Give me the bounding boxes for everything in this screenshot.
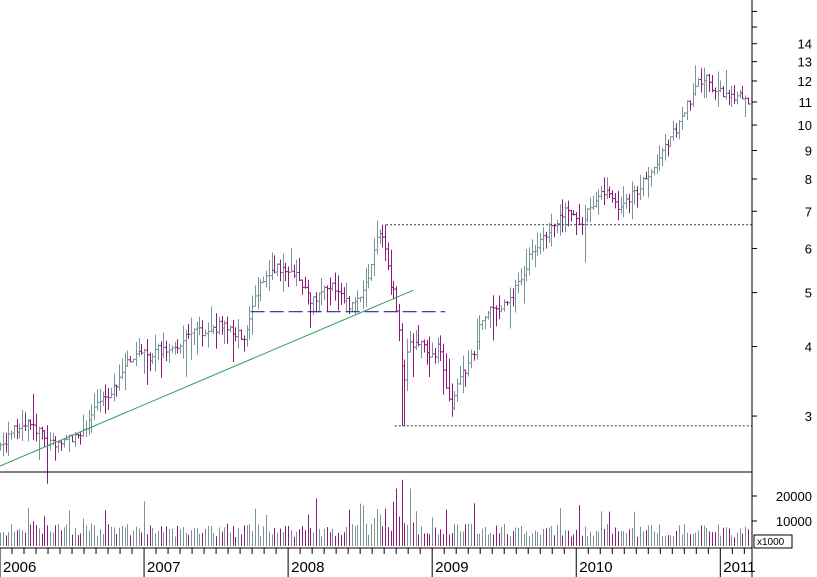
year-label: 2011	[723, 559, 755, 576]
price-tick-label: 4	[805, 340, 812, 355]
year-label: 2006	[3, 559, 36, 576]
price-tick-label: 13	[798, 55, 812, 70]
volume-tick-label: 10000	[776, 514, 812, 529]
price-axis-ticks: 3 4 5 6 7 8 9 10 11 12 13 14	[752, 10, 813, 424]
price-tick-label: 5	[805, 286, 812, 301]
volume-tick-label: 20000	[776, 489, 812, 504]
year-label: 2008	[291, 559, 324, 576]
price-panel	[0, 65, 751, 484]
price-tick-label: 11	[799, 95, 813, 110]
price-tick-label: 6	[805, 242, 812, 257]
year-label: 2007	[147, 559, 180, 576]
trendline	[0, 289, 414, 467]
year-label: 2010	[579, 559, 612, 576]
price-tick-label: 14	[798, 37, 812, 52]
year-label: 2009	[435, 559, 468, 576]
price-tick-label: 7	[805, 204, 812, 219]
price-tick-label: 8	[805, 172, 812, 187]
volume-axis-ticks: 10000 20000	[752, 489, 812, 529]
volume-unit-label: x1000	[757, 537, 785, 548]
axes-layer	[0, 0, 753, 577]
volume-panel	[0, 479, 749, 546]
volume-unit-box: x1000	[753, 534, 793, 549]
price-tick-label: 3	[805, 409, 812, 424]
price-tick-label: 12	[798, 74, 812, 89]
price-tick-label: 10	[798, 118, 812, 133]
time-axis-ticks: 2006 2007 2008 2009 2010 2011	[0, 548, 756, 577]
overlay-layer	[0, 224, 752, 467]
price-tick-label: 9	[805, 144, 812, 159]
